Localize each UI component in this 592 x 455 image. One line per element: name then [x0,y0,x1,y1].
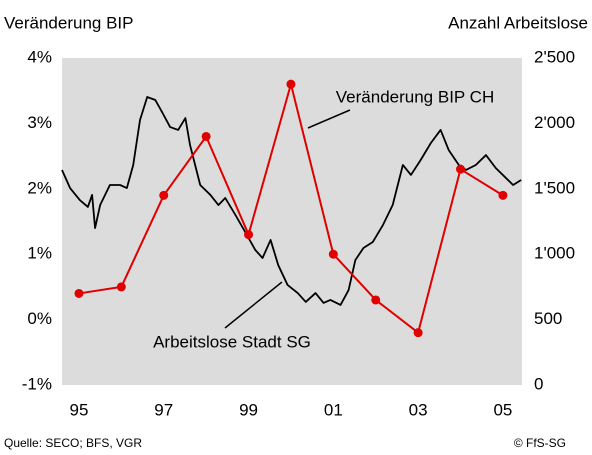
copyright: © FfS-SG [514,436,566,450]
point [201,131,211,141]
y2-axis-title: Anzahl Arbeitslose [448,13,588,32]
x-tick-label: 05 [493,400,512,419]
point [74,288,84,298]
series-line [61,96,522,306]
x-tick-label: 97 [154,400,173,419]
point [244,230,254,240]
source: Quelle: SECO; BFS, VGR [4,436,142,450]
point [286,79,296,89]
point [371,295,381,305]
x-tick-label: 03 [409,400,428,419]
annotation-leader [307,109,351,129]
point [413,328,423,338]
point [498,190,508,200]
y2-tick-label: 1'000 [534,244,575,263]
point [328,249,338,259]
x-tick-label: 01 [324,400,343,419]
series-annotation: Arbeitslose Stadt SG [153,332,311,351]
y2-tick-label: 0 [534,374,543,393]
point [159,190,169,200]
y-tick-label: 3% [27,113,52,132]
point [116,282,126,292]
y-tick-label: 0% [27,309,52,328]
x-tick-label: 99 [239,400,258,419]
series-annotation: Veränderung BIP CH [336,87,494,106]
y2-tick-label: 500 [534,309,562,328]
annotation-leader [224,281,283,329]
y2-tick-label: 2'000 [534,113,575,132]
x-tick-label: 95 [69,400,88,419]
y2-tick-label: 2'500 [534,47,575,66]
y-axis-title: Veränderung BIP [4,13,133,32]
y-tick-label: -1% [22,374,52,393]
plot-area [62,58,522,385]
y-tick-label: 1% [27,244,52,263]
y-tick-label: 4% [27,47,52,66]
point [456,164,466,174]
y2-tick-label: 1'500 [534,178,575,197]
y-tick-label: 2% [27,178,52,197]
